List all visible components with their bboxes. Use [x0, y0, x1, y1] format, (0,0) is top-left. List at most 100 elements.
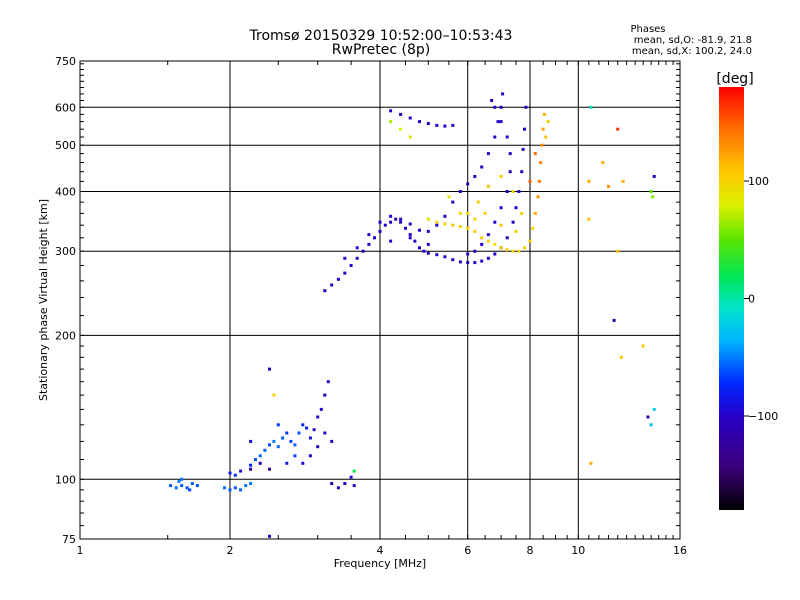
x-tick-label: 16 — [673, 544, 687, 557]
data-point — [501, 92, 505, 96]
data-point — [486, 239, 490, 243]
data-point — [505, 135, 509, 139]
data-point — [426, 229, 430, 233]
data-point — [473, 229, 477, 233]
x-tick-label: 4 — [377, 544, 384, 557]
data-point — [458, 190, 462, 193]
data-point — [223, 486, 226, 490]
x-tick-label: 2 — [227, 544, 234, 557]
data-point — [451, 123, 455, 127]
data-point — [319, 407, 323, 411]
data-point — [508, 152, 512, 156]
data-point — [349, 264, 353, 267]
data-point — [308, 436, 312, 440]
data-point — [511, 190, 515, 193]
colorbar-tick-label: 0 — [748, 293, 755, 306]
data-point — [435, 223, 439, 227]
data-point — [297, 431, 301, 435]
data-point — [493, 242, 497, 246]
data-point — [466, 211, 470, 215]
y-tick-label: 500 — [55, 139, 76, 152]
data-point — [323, 393, 327, 397]
data-point — [312, 428, 316, 432]
data-point — [451, 258, 455, 262]
data-point — [422, 249, 426, 253]
data-point — [476, 200, 480, 204]
data-point — [589, 105, 593, 109]
stats-heading: Phases — [630, 24, 665, 35]
data-point — [544, 135, 548, 139]
data-point — [285, 461, 289, 465]
data-point — [352, 469, 356, 473]
data-point — [316, 445, 320, 449]
x-axis-label: Frequency [MHz] — [334, 557, 426, 570]
data-point — [616, 127, 620, 131]
y-tick-label: 300 — [55, 245, 76, 258]
x-tick-label: 10 — [571, 544, 585, 557]
data-point — [343, 271, 347, 275]
data-point — [490, 99, 494, 102]
data-point — [244, 484, 248, 488]
data-point — [443, 222, 447, 226]
data-point — [378, 229, 382, 233]
colorbar-label: [deg] — [716, 71, 753, 87]
data-point — [263, 448, 267, 452]
data-point — [389, 120, 393, 124]
data-point — [473, 217, 477, 221]
data-point — [249, 482, 253, 485]
data-point — [443, 214, 447, 218]
data-point — [355, 256, 359, 260]
data-point — [367, 233, 371, 237]
data-point — [480, 165, 484, 169]
x-tick-label: 1 — [77, 544, 84, 557]
data-point — [541, 127, 545, 131]
data-point — [458, 211, 462, 215]
data-point — [451, 223, 455, 227]
data-point — [301, 423, 305, 427]
data-point — [389, 239, 393, 243]
data-point — [621, 179, 625, 183]
data-point — [473, 249, 477, 253]
data-point — [281, 436, 285, 440]
data-point — [239, 488, 243, 492]
data-point — [447, 195, 451, 199]
data-point — [399, 127, 403, 131]
data-point — [378, 220, 382, 224]
data-point — [174, 486, 178, 490]
data-point — [528, 179, 532, 183]
data-point — [289, 439, 293, 443]
data-point — [443, 124, 447, 128]
data-point — [249, 439, 253, 443]
data-point — [180, 477, 184, 481]
colorbar — [719, 87, 744, 510]
y-tick-label: 100 — [55, 473, 76, 486]
data-point — [523, 127, 526, 131]
data-point — [349, 475, 353, 479]
data-point — [426, 251, 430, 255]
data-point — [233, 486, 237, 490]
data-point — [499, 223, 503, 227]
data-point — [458, 225, 462, 228]
data-point — [254, 458, 257, 461]
axes: 1 2 4 6 8 10 16 75 100 200 300 400 500 600 750 — [55, 55, 687, 557]
data-point — [435, 220, 439, 224]
grid — [80, 61, 680, 539]
data-point — [533, 211, 537, 215]
data-point — [505, 190, 509, 193]
data-point — [493, 252, 497, 256]
data-point — [458, 260, 462, 264]
data-point — [268, 367, 271, 371]
data-point — [483, 211, 487, 215]
data-point — [612, 318, 616, 322]
data-point — [249, 467, 253, 471]
data-point — [649, 190, 653, 193]
data-point — [426, 217, 430, 221]
data-point — [480, 242, 484, 246]
colorbar-tick-label: 100 — [748, 175, 769, 188]
data-point — [499, 175, 503, 178]
data-point — [511, 220, 515, 224]
data-point — [408, 236, 412, 240]
data-point — [399, 220, 403, 224]
data-point — [473, 261, 477, 265]
data-point — [511, 249, 515, 253]
